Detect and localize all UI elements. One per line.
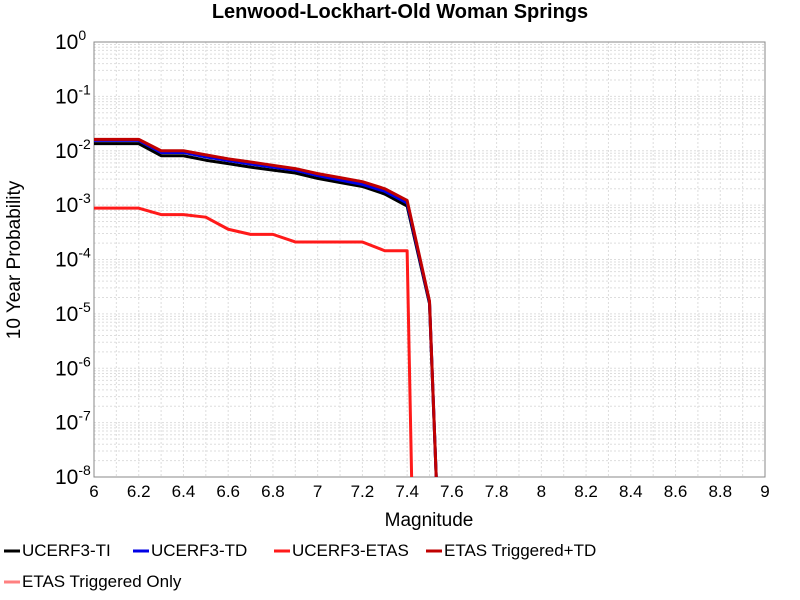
y-tick-label: 10-7 <box>55 408 91 435</box>
x-tick-label: 8.4 <box>619 482 643 501</box>
x-tick-label: 8 <box>537 482 546 501</box>
series-line-ucerf3-etas <box>94 206 414 477</box>
legend-label: ETAS Triggered Only <box>22 572 182 591</box>
plot-area-border <box>93 41 766 478</box>
x-tick-label: 6.6 <box>216 482 240 501</box>
y-axis-label: 10 Year Probability <box>4 180 25 339</box>
y-tick-label: 10-8 <box>55 462 91 489</box>
y-tick-label: 10-4 <box>55 245 91 272</box>
legend-label: UCERF3-ETAS <box>292 541 409 560</box>
y-tick-label: 10-6 <box>55 353 91 380</box>
legend: UCERF3-TI UCERF3-TD UCERF3-ETAS ETAS Trigge… <box>4 541 596 591</box>
legend-label: UCERF3-TI <box>22 541 111 560</box>
series-lines <box>94 137 438 477</box>
y-tick-labels: 10-8 10-7 10-6 10-5 10-4 10-3 10-2 10-1 100 <box>55 27 91 489</box>
x-tick-label: 7 <box>313 482 322 501</box>
chart-title: Lenwood-Lockhart-Old Woman Springs <box>212 1 588 23</box>
legend-label: ETAS Triggered+TD <box>444 541 596 560</box>
x-tick-label: 8.8 <box>708 482 732 501</box>
grid <box>93 42 766 478</box>
y-tick-label: 10-3 <box>55 190 91 217</box>
legend-label: UCERF3-TD <box>151 541 247 560</box>
series-line-ucerf3-td <box>94 138 438 477</box>
x-axis-label: Magnitude <box>385 510 474 531</box>
y-tick-label: 10-2 <box>55 136 91 163</box>
x-tick-label: 7.4 <box>395 482 419 501</box>
x-tick-label: 8.6 <box>664 482 688 501</box>
x-tick-labels: 6 6.2 6.4 6.6 6.8 7 7.2 7.4 7.6 7.8 8 8.2 8.4 8.6 8.8 9 <box>89 482 769 501</box>
x-tick-label: 6.2 <box>127 482 151 501</box>
x-tick-label: 6.8 <box>261 482 285 501</box>
x-tick-label: 7.8 <box>485 482 509 501</box>
series-line-ucerf3-ti <box>94 142 438 477</box>
y-tick-label: 100 <box>55 27 86 54</box>
y-tick-label: 10-1 <box>55 81 91 108</box>
y-tick-label: 10-5 <box>55 299 91 326</box>
series-line-etas-triggered-td <box>94 137 438 477</box>
x-tick-label: 7.2 <box>351 482 375 501</box>
x-tick-label: 8.2 <box>574 482 598 501</box>
x-tick-label: 6 <box>89 482 98 501</box>
x-tick-label: 7.6 <box>440 482 464 501</box>
x-tick-label: 6.4 <box>172 482 196 501</box>
x-tick-label: 9 <box>760 482 769 501</box>
